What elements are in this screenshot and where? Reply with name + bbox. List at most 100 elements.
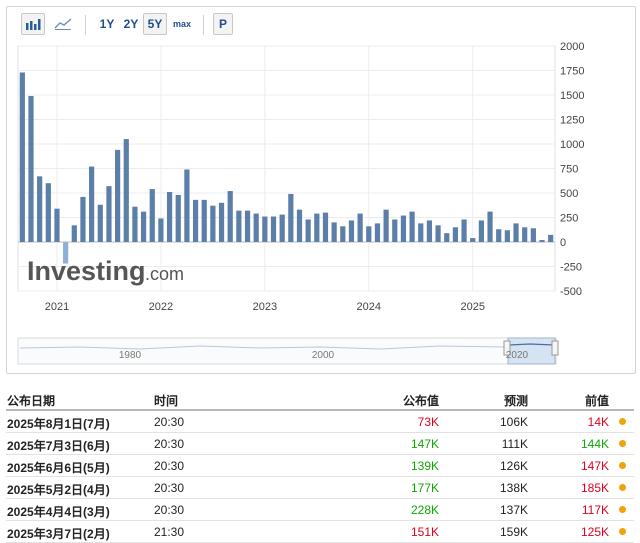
release-time: 20:30 <box>154 415 185 429</box>
chart-bar[interactable] <box>270 216 277 242</box>
x-tick-label: 2023 <box>253 301 277 313</box>
chart-bar[interactable] <box>140 211 147 242</box>
chart-bar[interactable] <box>539 240 545 242</box>
chart-bar[interactable] <box>478 220 484 242</box>
chart-bar[interactable] <box>383 209 389 242</box>
chart-bar[interactable] <box>366 226 372 242</box>
chart-bar[interactable] <box>97 204 103 242</box>
chart-bar[interactable] <box>444 233 450 242</box>
range-max-button[interactable]: max <box>172 19 191 29</box>
bar-chart-icon[interactable] <box>21 13 45 35</box>
chart-bar[interactable] <box>192 199 199 242</box>
release-date: 2025年5月2日(4月) <box>7 483 110 497</box>
chart-bar[interactable] <box>348 220 355 242</box>
chart-bar[interactable] <box>418 223 424 242</box>
chart-bar[interactable] <box>71 225 77 242</box>
chart-bar[interactable] <box>80 196 86 242</box>
chart-bar[interactable] <box>426 220 433 242</box>
header-forecast: 预测 <box>503 394 528 408</box>
chart-bar[interactable] <box>37 176 43 242</box>
range-2y-button[interactable]: 2Y <box>123 17 139 31</box>
forecast-value: 137K <box>499 503 528 517</box>
alert-dot-icon[interactable] <box>619 506 626 513</box>
chart-bar[interactable] <box>45 183 51 242</box>
alert-dot-icon[interactable] <box>619 440 626 447</box>
chart-bar[interactable] <box>218 202 225 242</box>
chart-bar[interactable] <box>409 211 415 242</box>
chart-bar[interactable] <box>106 186 112 242</box>
watermark-suffix: .com <box>145 264 184 284</box>
chart-bar[interactable] <box>184 169 190 242</box>
chart-bar[interactable] <box>236 210 242 242</box>
alert-dot-icon[interactable] <box>619 484 626 491</box>
range-5y-button[interactable]: 5Y <box>143 13 167 35</box>
chart-canvas: 2000 1750 1500 1250 1000 750 500 250 0 -250 -500 2… <box>17 41 584 365</box>
chart-bar[interactable] <box>461 219 467 242</box>
previous-value: 117K <box>581 503 609 517</box>
chart-bar[interactable] <box>522 227 528 242</box>
chart-bar[interactable] <box>149 189 155 242</box>
chart-bar[interactable] <box>314 213 320 242</box>
y-tick-label: 1000 <box>560 139 584 151</box>
chart-bar[interactable] <box>201 199 207 242</box>
alert-dot-icon[interactable] <box>619 462 626 469</box>
alert-dot-icon[interactable] <box>619 528 626 535</box>
chart-bar[interactable] <box>253 213 259 242</box>
y-tick-label: 0 <box>560 237 566 249</box>
history-table: 公布日期 时间 公布值 预测 前值 2025年8月1日(7月) 20:30 73K 1… <box>6 388 634 543</box>
chart-bar[interactable] <box>392 219 398 242</box>
chart-bar[interactable] <box>115 149 121 242</box>
chart-bar[interactable] <box>288 193 294 242</box>
table-row: 2025年4月4日(3月) 20:30 228K 137K 117K <box>6 499 634 521</box>
chart-bar[interactable] <box>487 211 493 242</box>
navigator-left-handle[interactable] <box>503 340 511 356</box>
range-1y-button[interactable]: 1Y <box>99 17 115 31</box>
navigator-track[interactable] <box>17 337 557 365</box>
chart-bar[interactable] <box>54 208 60 242</box>
p-button[interactable]: P <box>213 13 233 35</box>
chart-bar[interactable] <box>530 228 536 242</box>
chart-bar[interactable] <box>296 209 303 242</box>
y-tick-label: 750 <box>560 164 578 176</box>
release-time: 21:30 <box>154 525 185 539</box>
chart-bar[interactable] <box>331 222 337 242</box>
area-chart-icon[interactable] <box>51 13 75 35</box>
chart-bar[interactable] <box>63 242 69 264</box>
chart-bar[interactable] <box>19 72 25 243</box>
forecast-value: 111K <box>501 437 528 451</box>
chart-bar[interactable] <box>175 194 181 242</box>
chart-bar[interactable] <box>210 205 216 242</box>
chart-bar[interactable] <box>89 166 95 242</box>
chart-bar[interactable] <box>340 226 346 242</box>
chart-bar[interactable] <box>435 225 441 242</box>
chart-bar[interactable] <box>244 210 251 242</box>
chart-bar[interactable] <box>279 214 285 242</box>
chart-bar[interactable] <box>400 215 407 242</box>
chart-bar[interactable] <box>496 229 502 242</box>
chart-bar[interactable] <box>374 223 381 242</box>
chart-bar[interactable] <box>357 213 363 242</box>
chart-bar[interactable] <box>470 238 476 242</box>
chart-bar[interactable] <box>132 206 138 242</box>
navigator-label-2000: 2000 <box>312 350 335 361</box>
y-tick-label: -250 <box>560 262 582 274</box>
chart-bar[interactable] <box>322 212 329 242</box>
chart-bar[interactable] <box>452 227 458 242</box>
navigator-right-handle[interactable] <box>551 340 559 356</box>
chart-bar[interactable] <box>158 218 164 242</box>
chart-bar[interactable] <box>28 95 34 242</box>
alert-dot-icon[interactable] <box>619 418 626 425</box>
release-date: 2025年7月3日(6月) <box>7 439 110 453</box>
chart-bar[interactable] <box>123 139 129 242</box>
chart-bar[interactable] <box>305 219 311 242</box>
chart-bar[interactable] <box>504 230 510 242</box>
time-navigator[interactable]: 1980 2000 2020 <box>17 337 559 365</box>
navigator-label-1980: 1980 <box>119 350 142 361</box>
chart-bar[interactable] <box>166 192 173 242</box>
chart-bar[interactable] <box>262 216 268 242</box>
chart-bar[interactable] <box>227 191 233 242</box>
release-time: 20:30 <box>154 481 185 495</box>
chart-bar[interactable] <box>548 234 554 242</box>
table-row: 2025年7月3日(6月) 20:30 147K 111K 144K <box>6 433 634 455</box>
chart-bar[interactable] <box>513 223 519 242</box>
